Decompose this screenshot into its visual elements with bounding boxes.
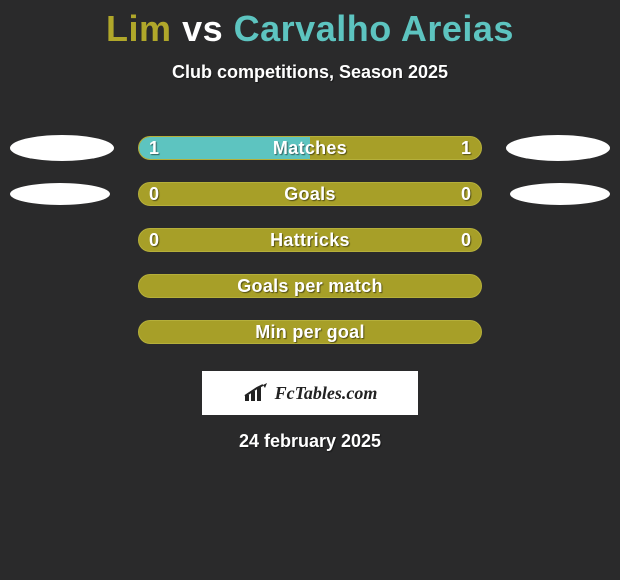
balance-ellipse-right [506,135,610,161]
balance-ellipse-left [10,135,114,161]
vs-label: vs [182,8,223,49]
stat-label: Goals per match [237,276,383,297]
subtitle: Club competitions, Season 2025 [0,62,620,83]
page-title: Lim vs Carvalho Areias [0,0,620,50]
comparison-card: Lim vs Carvalho Areias Club competitions… [0,0,620,580]
stat-bar: Min per goal [138,320,482,344]
watermark-text: FcTables.com [275,383,378,404]
stat-value-right: 0 [461,230,471,251]
stat-row: 1 Matches 1 [0,125,620,171]
stat-value-left: 0 [149,184,159,205]
stat-row: 0 Hattricks 0 [0,217,620,263]
stat-row: 0 Goals 0 [0,171,620,217]
watermark: FcTables.com [202,371,418,415]
stat-rows: 1 Matches 1 0 Goals 0 0 Hattricks 0 Goals per mat… [0,125,620,355]
balance-ellipse-right [510,183,610,205]
chart-icon [243,383,269,403]
stat-bar: 0 Goals 0 [138,182,482,206]
stat-label: Hattricks [270,230,350,251]
stat-label: Goals [284,184,336,205]
stat-row: Min per goal [0,309,620,355]
player1-name: Lim [106,8,172,49]
date-label: 24 february 2025 [0,431,620,452]
stat-value-left: 0 [149,230,159,251]
player2-name: Carvalho Areias [234,8,514,49]
stat-label: Matches [273,138,347,159]
stat-value-left: 1 [149,138,159,159]
stat-bar: 0 Hattricks 0 [138,228,482,252]
stat-bar: Goals per match [138,274,482,298]
stat-label: Min per goal [255,322,365,343]
stat-row: Goals per match [0,263,620,309]
stat-value-right: 0 [461,184,471,205]
stat-bar: 1 Matches 1 [138,136,482,160]
balance-ellipse-left [10,183,110,205]
stat-value-right: 1 [461,138,471,159]
